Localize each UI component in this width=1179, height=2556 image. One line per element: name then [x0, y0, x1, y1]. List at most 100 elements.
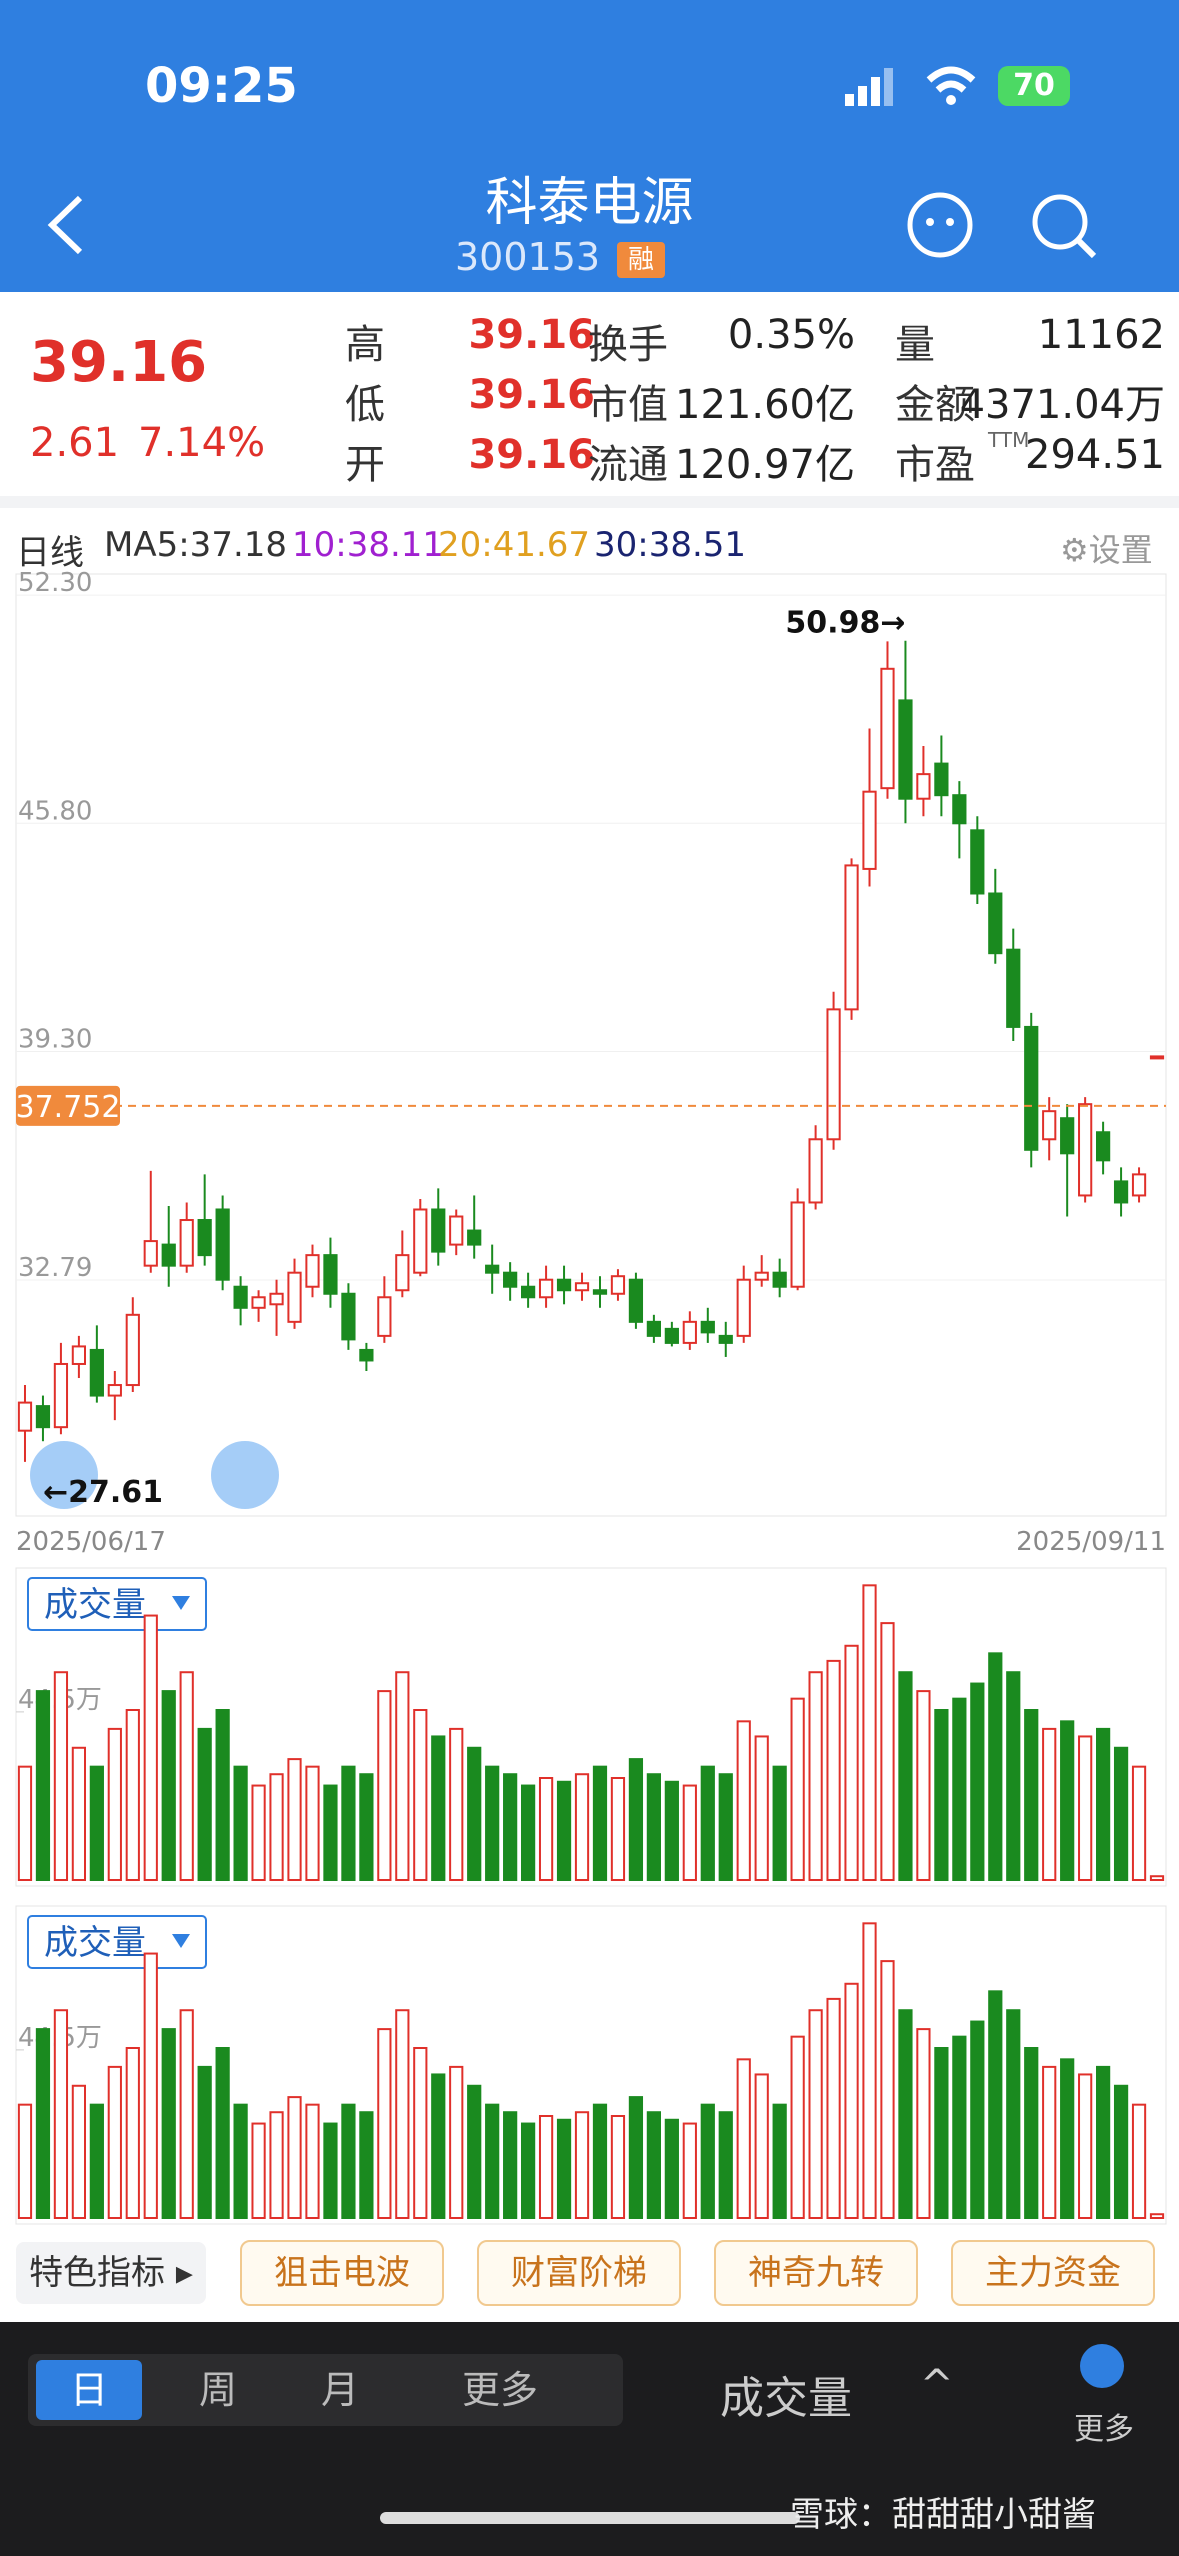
- volume-bar: [359, 2111, 374, 2219]
- candle-body: [1149, 1055, 1165, 1060]
- period-tab[interactable]: 更多: [461, 2368, 538, 2412]
- candle-body: [431, 1208, 446, 1253]
- more-button[interactable]: 更多: [1074, 2412, 1134, 2447]
- indicator-tag[interactable]: 狙击电波: [240, 2240, 444, 2306]
- volume-bar: [53, 2009, 69, 2219]
- indicator-label: 特色指标: [29, 2253, 166, 2293]
- volume-bar: [826, 1997, 841, 2220]
- volume-bar: [934, 1709, 949, 1881]
- expand-left[interactable]: [30, 1441, 98, 1509]
- home-indicator: [380, 2512, 800, 2524]
- candle-body: [287, 1271, 302, 1323]
- candle-body: [970, 829, 985, 895]
- volume-bar: [1149, 1875, 1165, 1881]
- volume-title-box: [27, 1577, 207, 1631]
- volume-bar: [161, 2028, 176, 2219]
- candle-body: [1131, 1173, 1147, 1197]
- volume-bar: [143, 1952, 158, 2219]
- quote-value: 121.60亿: [675, 382, 855, 428]
- candle-body: [682, 1320, 697, 1344]
- volume-bar: [646, 2111, 661, 2219]
- indicator-tag[interactable]: 财富阶梯: [477, 2240, 681, 2306]
- volume-bar: [1096, 1727, 1111, 1882]
- ma10-label: 10:38.11: [292, 525, 445, 565]
- period-tab[interactable]: 日: [36, 2360, 142, 2420]
- volume-bar: [215, 1709, 230, 1881]
- back-button[interactable]: [40, 190, 90, 260]
- volume-bar: [862, 1922, 877, 2220]
- candle-body: [233, 1285, 248, 1309]
- wifi-icon: [926, 66, 976, 105]
- volume-bar: [449, 1727, 464, 1882]
- volume-bar: [952, 2035, 967, 2219]
- indicator-menu[interactable]: 特色指标 ▸: [16, 2242, 206, 2304]
- last-price: 39.16: [30, 330, 208, 395]
- volume-bar: [556, 2118, 572, 2220]
- candle-body: [71, 1345, 86, 1365]
- candle-body: [341, 1292, 356, 1341]
- volume-bar: [916, 1690, 931, 1881]
- candle-body: [790, 1201, 805, 1288]
- candle-body: [107, 1384, 122, 1397]
- volume-bar: [646, 1773, 661, 1881]
- candle-body: [664, 1327, 679, 1344]
- volume-bar: [125, 2047, 140, 2219]
- quote-value: 120.97亿: [675, 442, 855, 488]
- candle-body: [808, 1138, 823, 1204]
- candle-body: [1060, 1117, 1075, 1155]
- volume-bar: [161, 1690, 176, 1881]
- period-tab[interactable]: 月: [320, 2368, 359, 2412]
- volume-bar: [413, 1709, 428, 1881]
- candle-body: [161, 1243, 176, 1267]
- price-line-box: [16, 1085, 120, 1126]
- candle-body: [736, 1278, 751, 1337]
- status-time: 09:25: [145, 58, 298, 114]
- volume-bar: [880, 1622, 895, 1881]
- pe-sup: TTM: [988, 428, 1030, 452]
- period-tab[interactable]: 周: [198, 2368, 237, 2412]
- margin-badge: 融: [617, 242, 665, 278]
- volume-bar: [503, 2111, 518, 2219]
- volume-bar: [682, 1784, 697, 1881]
- volume-bar: [287, 1758, 302, 1881]
- ma20-label: 20:41.67: [438, 525, 591, 565]
- volume-bar: [1060, 2058, 1075, 2219]
- low-note: ←27.61: [43, 1475, 163, 1510]
- indicator-tag[interactable]: 主力资金: [951, 2240, 1155, 2306]
- fullscreen[interactable]: [211, 1441, 279, 1509]
- volume-bar: [1131, 1765, 1147, 1881]
- candle-body: [934, 762, 949, 797]
- quote-label: 流通: [588, 442, 668, 488]
- volume-bar: [628, 2096, 644, 2219]
- volume-bar: [215, 2047, 230, 2219]
- settings-button[interactable]: ⚙设置: [1060, 531, 1153, 569]
- volume-bar: [916, 2028, 931, 2219]
- volume-bar: [125, 1709, 140, 1881]
- candle-body: [718, 1334, 733, 1344]
- search-button[interactable]: [1028, 190, 1100, 262]
- volume-bar: [1078, 2073, 1093, 2219]
- indicator-tag[interactable]: 神奇九转: [714, 2240, 918, 2306]
- chat-button[interactable]: [905, 190, 975, 260]
- volume-bar: [898, 1671, 913, 1881]
- indicator-select[interactable]: 成交量: [720, 2373, 852, 2424]
- quote-value: 39.16: [468, 312, 595, 358]
- candle-body: [772, 1271, 787, 1288]
- volume-bar: [179, 2009, 194, 2219]
- dropdown-icon: [172, 1596, 190, 1610]
- volume-bar: [736, 1720, 751, 1882]
- ma30-label: 30:38.51: [594, 525, 747, 565]
- volume-bar: [844, 1982, 859, 2220]
- volume-bar: [754, 2073, 769, 2219]
- volume-bar: [377, 1690, 392, 1881]
- volume-bar: [988, 1990, 1003, 2220]
- y-tick-label: 45.80: [18, 796, 92, 826]
- candle-body: [197, 1219, 212, 1257]
- volume-bar: [89, 2103, 104, 2220]
- candle-body: [215, 1208, 230, 1281]
- volume-bar: [1024, 2047, 1039, 2219]
- volume-bar: [449, 2065, 464, 2220]
- candle-body: [35, 1405, 51, 1429]
- volume-bar: [305, 1765, 320, 1881]
- candle-body: [377, 1296, 392, 1337]
